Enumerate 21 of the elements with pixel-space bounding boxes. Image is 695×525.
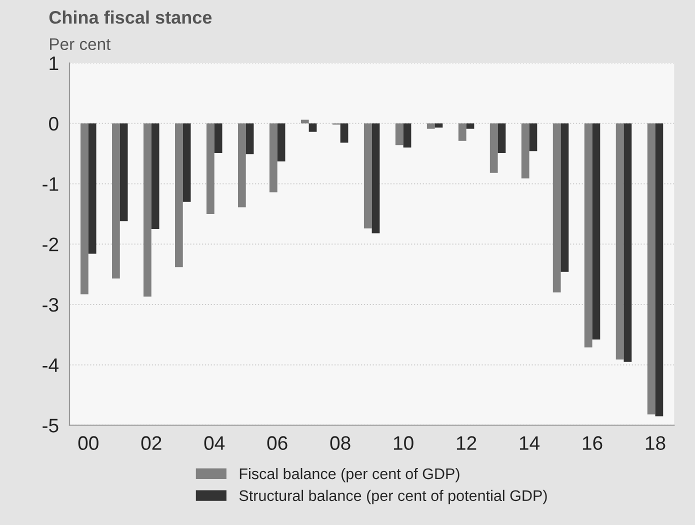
y-tick-label: -3 bbox=[42, 298, 58, 312]
y-tick-label: -4 bbox=[42, 358, 59, 372]
x-tick-label: 04 bbox=[204, 436, 225, 450]
legend-label: Fiscal balance (per cent of GDP) bbox=[240, 468, 460, 482]
y-tick-label: -5 bbox=[42, 418, 58, 432]
y-tick-label: 0 bbox=[49, 116, 58, 131]
chart-title: China fiscal stance bbox=[49, 10, 212, 24]
x-tick-label: 00 bbox=[78, 436, 98, 450]
y-tick-label: 1 bbox=[50, 56, 58, 70]
x-tick-label: 16 bbox=[582, 436, 602, 450]
x-tick-label: 02 bbox=[141, 436, 162, 450]
x-tick-label: 10 bbox=[394, 436, 414, 450]
x-tick-label: 06 bbox=[267, 436, 288, 450]
legend-label: Structural balance (per cent of potential GDP) bbox=[239, 490, 547, 504]
x-tick-label: 12 bbox=[456, 436, 476, 450]
y-tick-label: -1 bbox=[42, 177, 58, 191]
x-tick-label: 14 bbox=[520, 436, 540, 450]
x-tick-label: 18 bbox=[646, 436, 666, 450]
chart-subtitle: Per cent bbox=[50, 38, 111, 50]
x-tick-label: 08 bbox=[330, 436, 350, 450]
y-tick-label: -2 bbox=[42, 238, 58, 252]
